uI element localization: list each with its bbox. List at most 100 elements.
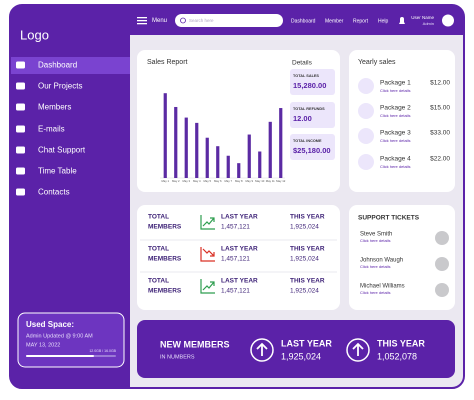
new-members-banner (137, 320, 455, 378)
trend-icon-frame (200, 247, 215, 262)
last-year-label: LAST YEAR (221, 278, 258, 285)
detail-value: 12.00 (293, 114, 312, 123)
x-tick-label: May 12 (276, 179, 286, 183)
bar (258, 151, 262, 178)
arrow-icon (346, 338, 370, 362)
bar (216, 146, 220, 178)
package-link[interactable]: Click here details (380, 164, 410, 169)
x-tick-label: May 5 (203, 179, 211, 183)
menu-item[interactable]: Time Table (38, 167, 77, 176)
bell-icon[interactable] (399, 17, 405, 24)
package-avatar (358, 78, 374, 94)
detail-label: TOTAL REFUNDS (293, 107, 325, 111)
nav-link[interactable]: Dashboard (291, 18, 316, 24)
stat-label: TOTAL (148, 278, 169, 285)
menu-item[interactable]: Dashboard (38, 61, 77, 70)
ticket-link[interactable]: Click here details (360, 264, 390, 269)
used-space-date: MAY 13, 2022 (26, 342, 60, 348)
ticket-link[interactable]: Click here details (360, 238, 390, 243)
menu-icon (16, 82, 25, 90)
arrow-icon (250, 338, 274, 362)
ticket-link[interactable]: Click here details (360, 290, 390, 295)
search-placeholder: Search here (189, 18, 214, 23)
this-year-label: THIS YEAR (290, 246, 325, 253)
package-price: $12.00 (430, 80, 450, 87)
used-space-title: Used Space: (26, 320, 74, 329)
bar (237, 163, 241, 178)
this-year-value: 1,925,024 (290, 256, 319, 263)
yearly-sales-card (349, 50, 455, 192)
progress-fill (26, 355, 94, 357)
support-card (349, 205, 455, 310)
last-year-value: 1,457,121 (221, 288, 250, 295)
menu-icon (16, 61, 25, 69)
detail-box (290, 134, 335, 160)
ticket-avatar (435, 283, 449, 297)
bar (226, 155, 230, 178)
package-price: $15.00 (430, 105, 450, 112)
menu-item[interactable]: Our Projects (38, 82, 82, 91)
trend-icon-frame (200, 279, 215, 294)
x-tick-label: May 7 (224, 179, 232, 183)
this-year-label: THIS YEAR (290, 278, 325, 285)
last-year-label: LAST YEAR (221, 214, 258, 221)
support-title: SUPPORT TICKETS (358, 215, 420, 222)
ticket-avatar (435, 257, 449, 271)
menu-item[interactable]: Contacts (38, 188, 70, 197)
x-tick-label: May 6 (214, 179, 222, 183)
hamburger-icon[interactable] (137, 17, 147, 25)
last-year-value: 1,457,121 (221, 256, 250, 263)
logo: Logo (20, 27, 49, 42)
x-tick-label: May 8 (235, 179, 243, 183)
detail-label: TOTAL INCOME (293, 139, 322, 143)
active-menu-highlight (10, 57, 130, 74)
package-price: $33.00 (430, 130, 450, 137)
bar (195, 122, 199, 178)
menu-item[interactable]: Members (38, 103, 71, 112)
x-tick-label: May 3 (182, 179, 190, 183)
x-tick-label: May 4 (193, 179, 201, 183)
avatar[interactable] (442, 14, 454, 27)
x-tick-label: May 10 (255, 179, 265, 183)
package-link[interactable]: Click here details (380, 113, 410, 118)
package-link[interactable]: Click here details (380, 88, 410, 93)
menu-icon (16, 188, 25, 196)
menu-item[interactable]: Chat Support (38, 146, 86, 155)
new-members-subtitle: IN NUMBERS (160, 354, 195, 360)
nav-link[interactable]: Help (378, 18, 389, 24)
package-link[interactable]: Click here details (380, 138, 410, 143)
package-name: Package 3 (380, 130, 411, 137)
used-space-box (17, 312, 125, 368)
ticket-avatar (435, 231, 449, 245)
ticket-name: Steve Smith (360, 232, 392, 238)
trend-icon-frame (200, 215, 215, 230)
used-space-note: Admin Updated @ 9:00 AM (26, 333, 93, 339)
bar (268, 121, 272, 178)
bar (279, 108, 283, 178)
bar (247, 134, 251, 178)
x-tick-label: May 1 (161, 179, 169, 183)
package-avatar (358, 103, 374, 119)
last-year-value: 1,457,121 (221, 224, 250, 231)
bar (163, 93, 167, 178)
menu-icon (16, 125, 25, 133)
nav-link[interactable]: Report (353, 18, 369, 24)
yearly-sales-title: Yearly sales (358, 59, 396, 66)
menu-item[interactable]: E-mails (38, 125, 65, 134)
x-tick-label: May 2 (172, 179, 180, 183)
search-box[interactable] (175, 14, 283, 27)
trend-icon (202, 217, 215, 227)
ticket-name: Johnson Waugh (360, 258, 403, 264)
menu-label[interactable]: Menu (152, 18, 167, 24)
frame (9, 4, 465, 389)
nav-link[interactable]: Member (325, 18, 344, 24)
stats-card (137, 205, 340, 310)
menu-icon (16, 146, 25, 154)
package-name: Package 1 (380, 80, 411, 87)
detail-value: 15,280.00 (293, 81, 326, 90)
detail-value: $25,180.00 (293, 146, 331, 155)
menu-icon (16, 167, 25, 175)
package-avatar (358, 128, 374, 144)
